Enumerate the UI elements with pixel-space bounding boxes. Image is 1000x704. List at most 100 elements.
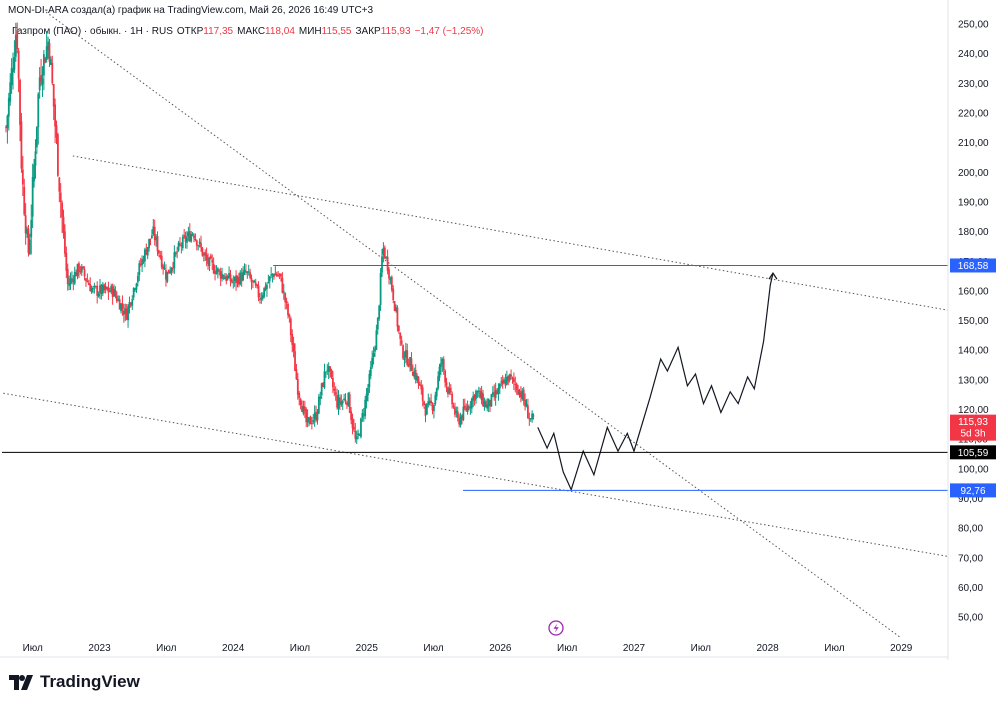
candle-body (16, 30, 19, 50)
candle-body (487, 398, 490, 407)
candle-body (94, 286, 97, 288)
candle-body (222, 275, 225, 279)
candle-body (524, 399, 527, 407)
candle-body (221, 273, 223, 279)
candle-body (101, 284, 104, 294)
price-tick-label: 240,00 (958, 49, 989, 60)
candle-body (284, 293, 287, 303)
candle-body (497, 388, 500, 394)
candle-body (458, 417, 461, 425)
candle-body (72, 278, 75, 283)
forecast-line (537, 272, 774, 492)
candle-body (344, 399, 347, 403)
candle-body (316, 413, 319, 421)
candle-body (131, 299, 134, 306)
candle-body (226, 276, 229, 280)
candle-body (200, 242, 202, 248)
price-axis[interactable]: 50,0060,0070,0080,0090,00100,00110,00120… (947, 0, 996, 660)
candle-body (445, 382, 448, 386)
candle-body (463, 405, 466, 409)
candle-body (141, 259, 143, 266)
candle-body (58, 177, 61, 192)
candle-body (163, 268, 166, 270)
price-tick-label: 230,00 (958, 79, 989, 90)
candle-body (302, 406, 305, 414)
candle-body (155, 237, 158, 241)
candle-body (142, 259, 145, 263)
candle-body (240, 273, 243, 282)
candle-body (246, 271, 249, 273)
candle-body (21, 169, 24, 185)
candle-body (194, 238, 197, 240)
candle-body (306, 416, 309, 423)
candle-body (438, 366, 441, 378)
candle-body (400, 340, 403, 345)
candle-body (500, 381, 503, 383)
candle-body (466, 405, 469, 412)
candle-body (38, 77, 41, 91)
time-tick-label: 2024 (222, 643, 245, 654)
candle-body (326, 370, 329, 372)
candle-body (7, 97, 10, 117)
candle-body (42, 54, 45, 76)
candle-body (73, 272, 76, 284)
candle-body (245, 270, 247, 273)
candle-body (82, 266, 85, 269)
price-tick-label: 80,00 (958, 524, 983, 535)
candle-body (468, 407, 470, 409)
candle-body (288, 314, 291, 317)
candle-body (331, 377, 334, 388)
candle-body (431, 405, 434, 411)
candle-body (386, 256, 389, 271)
candle-body (362, 414, 365, 416)
candle-body (312, 420, 315, 423)
candle-body (476, 391, 479, 393)
candle-body (92, 287, 94, 289)
candle-body (132, 287, 135, 298)
candle-body (174, 252, 177, 255)
candle-body (122, 310, 125, 315)
candle-body (193, 235, 195, 239)
candle-body (493, 392, 496, 397)
candle-body (294, 351, 296, 371)
candle-body (268, 276, 271, 282)
candle-body (483, 401, 486, 407)
candle-body (12, 69, 14, 73)
candle-body (496, 391, 498, 395)
candle-body (379, 272, 382, 306)
candle-body (216, 268, 219, 272)
candle-body (454, 407, 456, 415)
candle-body (249, 272, 252, 278)
tradingview-logo[interactable]: TradingView (8, 672, 140, 692)
candle-body (340, 401, 343, 405)
candle-body (378, 305, 381, 319)
candle-body (521, 390, 524, 400)
candle-body (287, 303, 289, 316)
tradingview-logo-text: TradingView (40, 672, 140, 691)
candle-body (134, 288, 136, 290)
legend-symbol[interactable]: Газпром (ПАО) · обыкн. · 1Н · RUS (12, 26, 173, 37)
candle-body (494, 390, 497, 399)
time-axis[interactable]: Июл 2023 Июл 2024 Июл 2025 Июл 2026 Июл 2027 Июл 20… (0, 643, 948, 658)
candle-body (298, 392, 301, 398)
candle-body (434, 395, 437, 405)
legend-low-label: МИН (298, 26, 322, 37)
candle-body (30, 219, 33, 238)
candle-body (353, 426, 355, 430)
candle-body (90, 288, 93, 293)
candle-body (35, 126, 38, 148)
candle-body (473, 394, 476, 401)
candle-body (139, 264, 142, 266)
candle-body (375, 330, 378, 350)
candle-body (188, 231, 191, 242)
candle-body (186, 237, 188, 243)
candle-body (531, 413, 534, 420)
candle-body (156, 235, 159, 252)
candle-body (484, 401, 487, 408)
candle-body (427, 401, 430, 405)
candle-body (48, 42, 51, 62)
candle-body (232, 281, 235, 283)
candle-body (49, 59, 52, 65)
event-icon[interactable] (548, 620, 564, 636)
